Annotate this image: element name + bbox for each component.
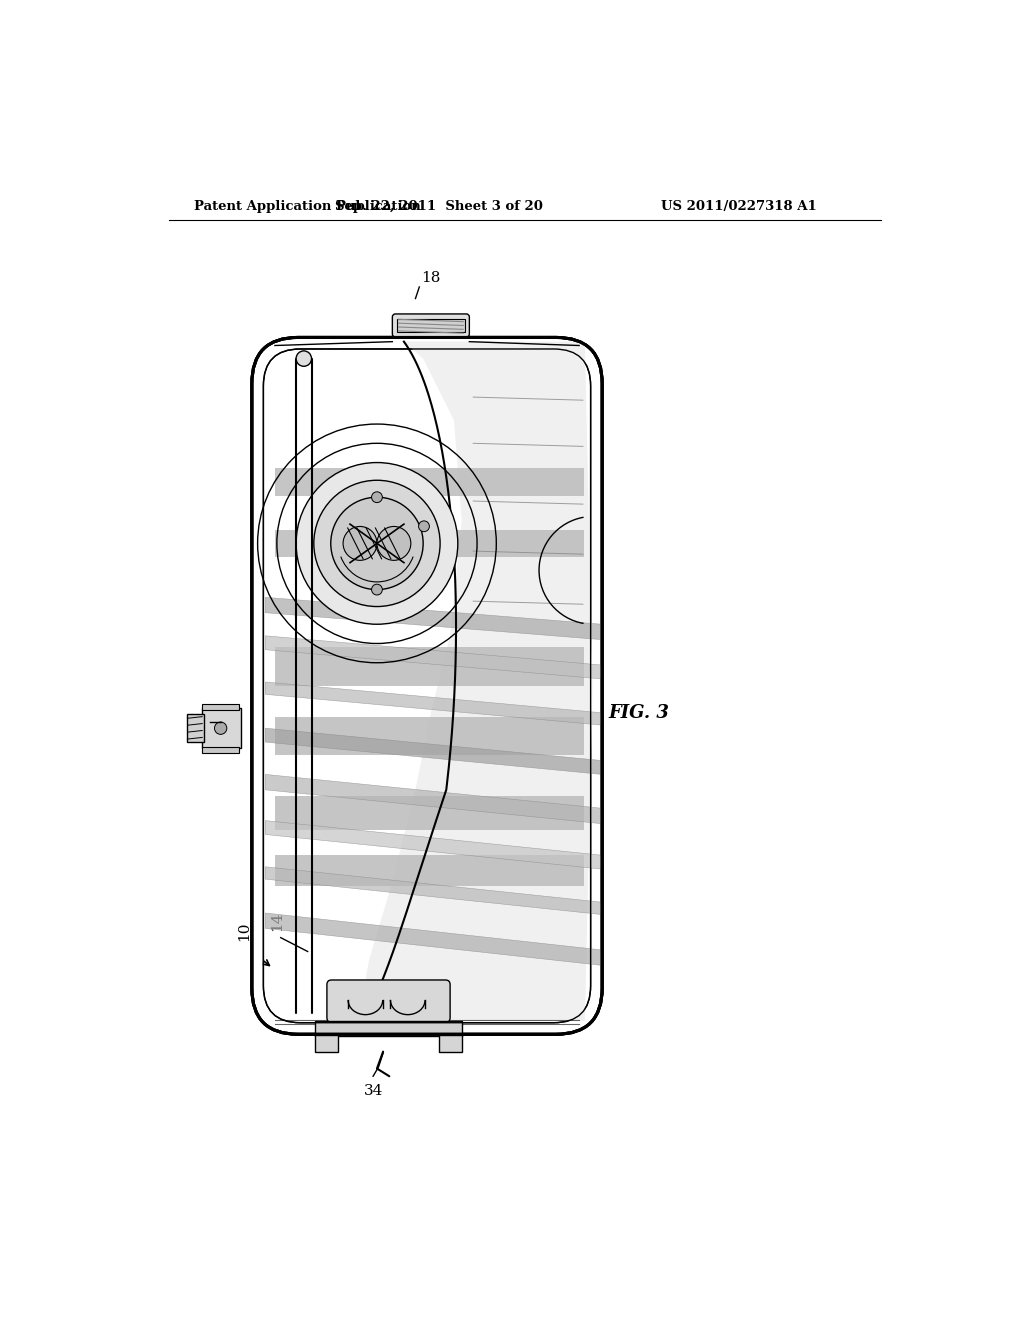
Bar [202,704,240,710]
Polygon shape [265,682,602,725]
Polygon shape [274,796,585,830]
Circle shape [296,351,311,367]
Text: 30: 30 [193,710,206,730]
Bar [315,1035,339,1052]
Text: Sep. 22, 2011  Sheet 3 of 20: Sep. 22, 2011 Sheet 3 of 20 [335,199,543,213]
FancyBboxPatch shape [252,338,602,1035]
Bar [202,708,241,748]
Polygon shape [357,342,593,1020]
Polygon shape [274,469,585,496]
Circle shape [313,480,440,607]
FancyBboxPatch shape [263,348,591,1023]
Polygon shape [274,855,585,886]
FancyBboxPatch shape [327,979,451,1022]
Polygon shape [265,598,602,640]
Circle shape [377,527,411,561]
Polygon shape [274,647,585,686]
FancyBboxPatch shape [392,314,469,337]
Bar [397,318,465,333]
Text: 14: 14 [270,912,284,932]
Bar [186,714,204,742]
Bar [202,747,240,752]
Polygon shape [274,717,585,755]
Polygon shape [265,729,602,775]
Polygon shape [265,636,602,678]
Text: 10: 10 [238,921,252,941]
Circle shape [372,492,382,503]
Circle shape [343,527,377,561]
Polygon shape [274,529,585,557]
Text: FIG. 3: FIG. 3 [608,704,670,722]
Polygon shape [265,821,602,869]
Circle shape [296,462,458,624]
Polygon shape [265,913,602,965]
Polygon shape [265,775,602,824]
Circle shape [214,722,226,734]
Text: US 2011/0227318 A1: US 2011/0227318 A1 [660,199,817,213]
Circle shape [419,521,429,532]
Circle shape [372,585,382,595]
Text: Patent Application Publication: Patent Application Publication [194,199,421,213]
Bar [438,1035,462,1052]
Bar [315,1020,462,1036]
Text: 34: 34 [364,1084,383,1098]
Text: 18: 18 [422,271,441,285]
Polygon shape [265,867,602,915]
Circle shape [331,498,423,590]
